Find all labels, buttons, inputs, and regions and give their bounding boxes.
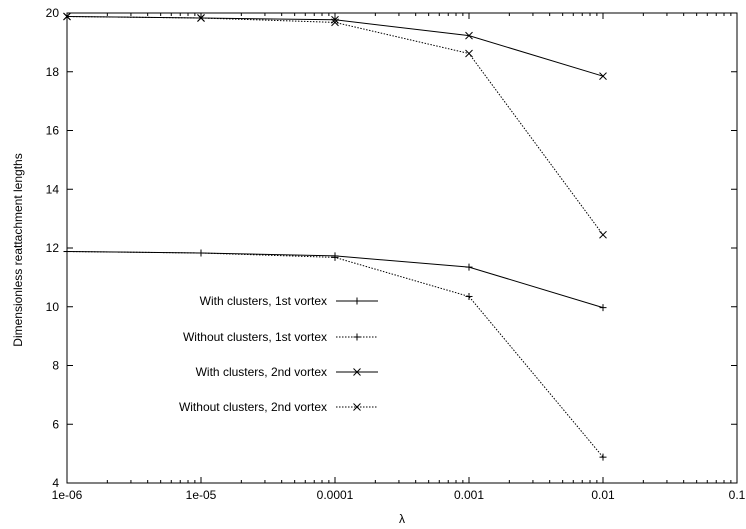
legend-item: Without clusters, 1st vortex: [183, 330, 378, 344]
data-point: [599, 453, 607, 461]
legend-label: Without clusters, 2nd vortex: [179, 400, 327, 414]
data-point: [63, 248, 71, 256]
plot-area: 4 6 8 10 12 14 16 18 20 1e-06 1e-05 0.0001 0.001 0.01…: [46, 6, 746, 502]
y-tick-label: 10: [46, 300, 60, 314]
series-line-3: [66, 16, 604, 77]
data-point: [63, 12, 71, 21]
y-tick-label: 12: [46, 241, 60, 255]
legend-item: With clusters, 2nd vortex: [196, 365, 378, 379]
y-tick-label: 6: [52, 417, 59, 431]
legend-marker: [353, 368, 361, 376]
data-point: [465, 292, 473, 300]
y-tick-label: 8: [52, 359, 59, 373]
data-point: [599, 304, 607, 312]
y-axis-label: Dimensionless reattachment lengths: [11, 153, 25, 346]
legend-label: With clusters, 1st vortex: [200, 294, 327, 308]
legend-label: With clusters, 2nd vortex: [196, 365, 327, 379]
x-tick-label: 0.001: [454, 488, 484, 502]
legend-marker: [353, 297, 361, 305]
data-point: [465, 31, 473, 40]
y-tick-label: 18: [46, 65, 60, 79]
data-point: [465, 49, 473, 58]
x-tick-label: 0.1: [729, 488, 746, 502]
y-tick-label: 20: [46, 6, 60, 20]
x-tick-label: 0.01: [591, 488, 615, 502]
x-axis-label: λ: [399, 512, 405, 526]
data-point: [599, 72, 607, 81]
plot-frame: [66, 12, 738, 484]
y-tick-label: 14: [46, 182, 60, 196]
series-line-2: [66, 251, 604, 458]
data-point: [331, 15, 339, 24]
legend-marker: [353, 333, 361, 341]
data-point: [331, 18, 339, 27]
series-line-4: [66, 16, 604, 236]
legend: With clusters, 1st vortex Without cluster…: [179, 294, 378, 414]
y-tick-label: 4: [52, 476, 59, 490]
legend-item: Without clusters, 2nd vortex: [179, 400, 378, 414]
legend-item: With clusters, 1st vortex: [200, 294, 378, 308]
legend-label: Without clusters, 1st vortex: [183, 330, 327, 344]
data-point: [599, 230, 607, 239]
data-point: [197, 14, 205, 22]
data-point: [197, 249, 205, 257]
x-tick-label: 1e-05: [186, 488, 217, 502]
y-tick-label: 16: [46, 124, 60, 138]
x-tick-label: 0.0001: [317, 488, 354, 502]
legend-marker: [353, 403, 361, 411]
data-point: [331, 253, 339, 261]
x-tick-label: 1e-06: [52, 488, 83, 502]
data-point: [465, 263, 473, 271]
